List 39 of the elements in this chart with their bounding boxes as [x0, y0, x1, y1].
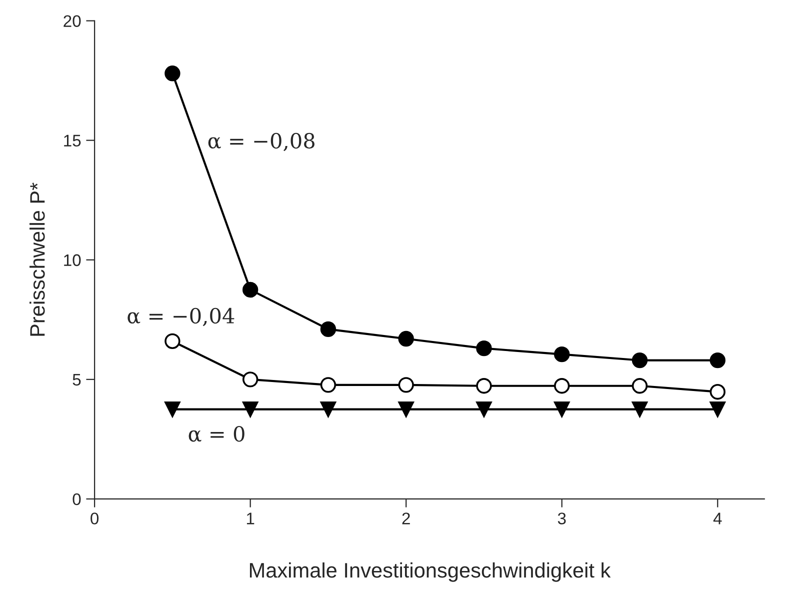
point	[710, 352, 726, 368]
point	[320, 401, 336, 418]
point	[554, 378, 570, 394]
point	[320, 321, 336, 338]
point	[476, 340, 492, 356]
y-tick-label: 15	[64, 134, 81, 147]
point	[242, 401, 258, 418]
point	[398, 377, 414, 393]
x-tick-label: 3	[558, 512, 566, 524]
x-axis-title: Maximale Investitionsgeschwindigkeit k	[250, 562, 611, 582]
point	[554, 401, 570, 418]
y-tick-label: 5	[72, 374, 81, 386]
point	[710, 384, 726, 400]
x-tick-label: 0	[90, 512, 99, 524]
x-tick-label: 2	[402, 512, 410, 524]
y-tick-label: 0	[72, 493, 81, 506]
series-label: α = −0,08	[208, 132, 314, 152]
point	[476, 401, 492, 418]
y-axis-title: Preisschwelle P*	[30, 182, 45, 336]
point	[632, 401, 648, 418]
point	[476, 378, 492, 394]
x-tick-label: 1	[246, 512, 254, 524]
series-label: α = −0,04	[128, 308, 234, 326]
point	[242, 282, 258, 298]
point	[398, 401, 414, 418]
point	[632, 378, 648, 394]
point	[164, 66, 180, 82]
series-label: α = 0	[188, 426, 244, 442]
point	[632, 352, 648, 368]
point	[242, 372, 258, 388]
y-tick-label: 10	[64, 254, 81, 266]
x-tick-label: 4	[713, 512, 722, 524]
y-tick-label: 20	[64, 15, 81, 27]
point	[320, 377, 336, 393]
point	[710, 401, 726, 418]
point	[164, 401, 180, 418]
point	[164, 333, 180, 350]
point	[398, 330, 414, 347]
point	[554, 346, 570, 362]
